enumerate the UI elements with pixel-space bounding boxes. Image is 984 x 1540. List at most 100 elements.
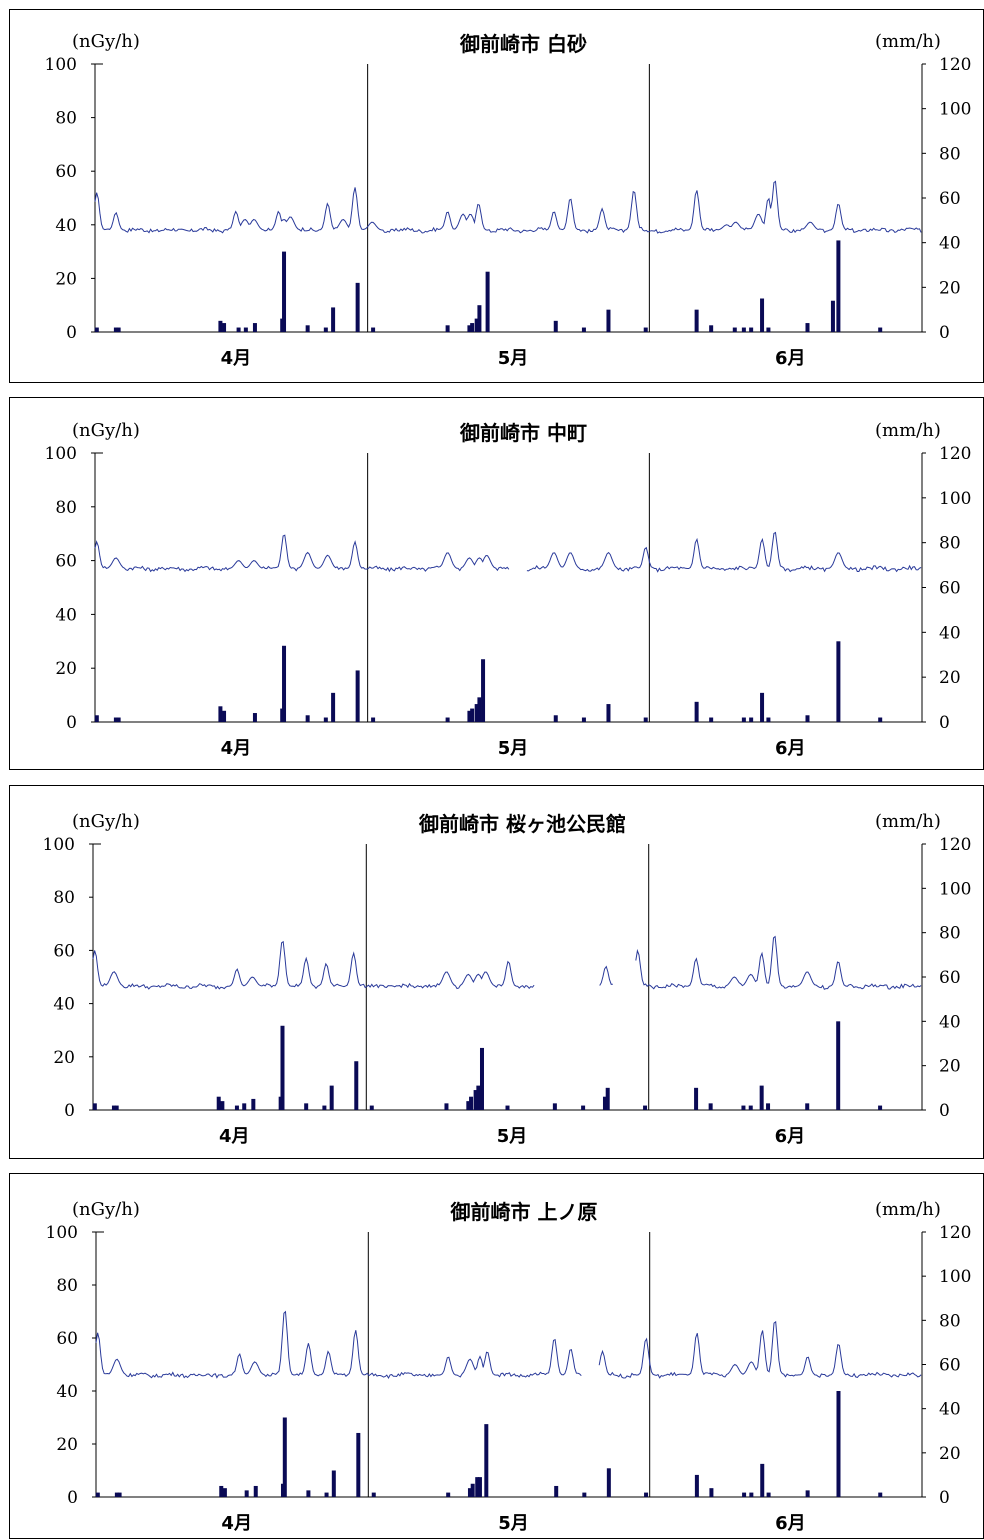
right-tick-label: 0 (939, 323, 950, 343)
month-label: 4月 (221, 1513, 252, 1534)
rain-bar (749, 1492, 754, 1497)
rain-bar (553, 715, 558, 722)
right-axis-unit: (mm/h) (875, 811, 941, 832)
right-tick-label: 40 (939, 234, 961, 254)
right-tick-label: 20 (939, 278, 961, 298)
rain-bar (329, 1085, 334, 1110)
rain-bar (582, 1492, 587, 1497)
rain-bar (467, 325, 472, 332)
rain-bar (474, 704, 479, 722)
rain-bar (741, 1105, 746, 1110)
left-axis-unit: (nGy/h) (72, 811, 140, 832)
rain-bar (324, 1492, 329, 1497)
rain-bar (836, 1021, 841, 1110)
left-tick-label: 60 (56, 1329, 78, 1349)
month-label: 6月 (775, 1126, 806, 1147)
rain-bar (836, 1391, 841, 1497)
rain-bar (280, 1025, 285, 1110)
rain-bar (323, 327, 328, 332)
right-axis-unit: (mm/h) (875, 420, 941, 441)
rain-bar (467, 1488, 472, 1497)
rain-bar (830, 300, 835, 332)
right-tick-label: 80 (939, 144, 961, 164)
rain-bar (766, 327, 771, 332)
left-tick-label: 60 (55, 162, 77, 182)
rain-bar (466, 1101, 471, 1110)
rain-bar (805, 1490, 810, 1497)
rain-bar (477, 1477, 482, 1497)
rain-bar (694, 309, 699, 332)
rain-bar (581, 1105, 586, 1110)
right-tick-label: 20 (939, 1444, 961, 1464)
rain-bar (222, 710, 227, 722)
dose-rate-line (599, 965, 613, 986)
chart-title: 御前崎市 上ノ原 (450, 1200, 598, 1224)
rain-bar (446, 1492, 451, 1497)
rain-bar (606, 704, 611, 722)
right-tick-label: 120 (939, 444, 971, 464)
right-tick-label: 100 (939, 100, 971, 120)
rain-bar (602, 1096, 607, 1110)
rain-bar (485, 271, 490, 332)
right-tick-label: 0 (939, 1101, 950, 1121)
rain-bar (306, 1490, 311, 1497)
rain-bar (470, 1483, 475, 1497)
dose-rate-line (598, 1320, 922, 1379)
right-tick-label: 20 (939, 1057, 961, 1077)
rain-bar (445, 325, 450, 332)
rain-bar (282, 251, 287, 332)
right-tick-label: 100 (939, 879, 971, 899)
rain-bar (280, 318, 285, 332)
rain-bar (709, 717, 714, 722)
dose-rate-line (94, 180, 922, 234)
rain-bar (305, 325, 310, 332)
rain-bar (805, 1103, 810, 1110)
right-tick-label: 80 (939, 924, 961, 944)
rain-bar (331, 692, 336, 722)
rain-bar (218, 706, 223, 722)
right-tick-label: 60 (939, 968, 961, 988)
rain-bar (94, 327, 99, 332)
left-tick-label: 100 (45, 55, 77, 75)
chart-panel-shirasuna: 御前崎市 白砂 (nGy/h) (mm/h) 0 20 40 60 80 100 0 20 40 60 8… (9, 9, 984, 383)
left-tick-label: 0 (64, 1101, 75, 1121)
rain-bar (355, 282, 360, 332)
rain-bar (479, 1047, 484, 1110)
right-tick-label: 40 (939, 1012, 961, 1032)
rain-bar (581, 327, 586, 332)
chart-title: 御前崎市 白砂 (459, 32, 587, 56)
rain-bar (467, 710, 472, 722)
rain-bar (116, 717, 121, 722)
dose-rate-line (635, 935, 922, 990)
rain-bar (878, 1492, 883, 1497)
rain-bar (322, 1105, 327, 1110)
rain-bar (766, 1103, 771, 1110)
rain-bar (878, 717, 883, 722)
rain-bar (114, 1492, 119, 1497)
right-tick-label: 120 (939, 55, 971, 75)
rain-bar (477, 305, 482, 332)
rain-bar (218, 320, 223, 332)
rain-bar (605, 1087, 610, 1110)
rain-bar (643, 327, 648, 332)
chart-panel-nakamachi: 御前崎市 中町 (nGy/h) (mm/h) 0 20 40 60 80 100 0 20 40 60 8… (9, 397, 984, 770)
rain-bar (474, 318, 479, 332)
rain-bar (356, 1432, 361, 1497)
rain-bar (766, 717, 771, 722)
dose-rate-line (94, 534, 510, 573)
rain-bar (252, 713, 257, 722)
rain-bar (222, 1488, 227, 1497)
month-label: 4月 (219, 1126, 250, 1147)
rain-bar (470, 323, 475, 332)
left-tick-label: 100 (46, 1223, 78, 1243)
rain-bar (759, 1085, 764, 1110)
rain-bar (552, 1103, 557, 1110)
left-tick-label: 40 (55, 216, 77, 236)
rain-bar (219, 1485, 224, 1497)
rain-bar (331, 1470, 336, 1497)
chart-title: 御前崎市 桜ヶ池公民館 (418, 812, 626, 836)
right-tick-label: 100 (939, 1267, 971, 1287)
rain-bar (748, 1105, 753, 1110)
chart-title: 御前崎市 中町 (459, 421, 587, 445)
rain-bar (708, 1103, 713, 1110)
